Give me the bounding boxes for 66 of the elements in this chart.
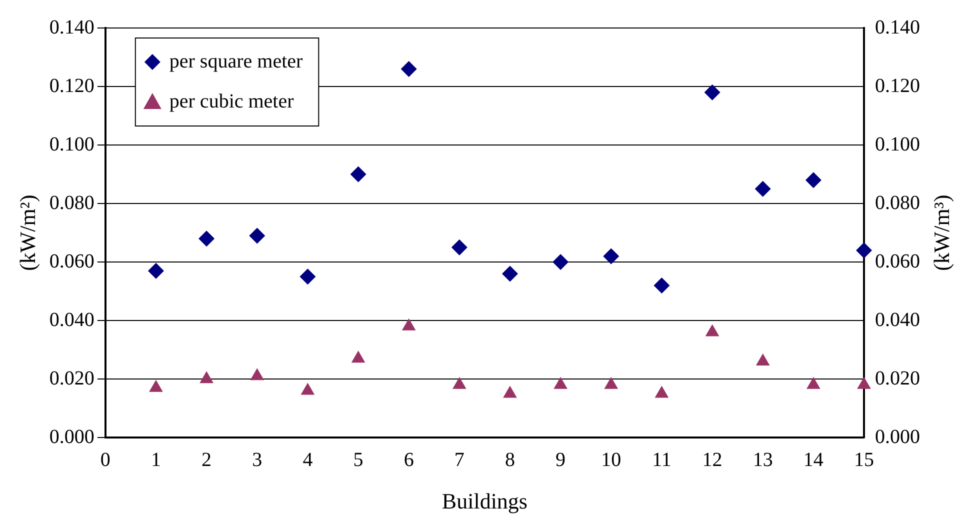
point: [300, 382, 315, 395]
point: [856, 242, 872, 258]
y2-tick-label: 0.100: [875, 133, 920, 156]
y2-axis-title: (kW/m³): [928, 194, 954, 271]
point: [705, 324, 720, 336]
point: [451, 239, 468, 256]
x-tick-label: 12: [702, 448, 722, 471]
x-tick-label: 11: [652, 448, 672, 471]
point: [249, 228, 266, 244]
legend-label: per square meter: [169, 50, 303, 72]
y2-tick-label: 0.060: [875, 250, 920, 272]
y2-tick-label: 0.080: [875, 192, 920, 214]
point: [350, 166, 366, 182]
y-axis-title: (kW/m²): [14, 194, 40, 271]
x-tick-label: 14: [803, 448, 824, 471]
point: [250, 368, 264, 380]
point: [149, 380, 163, 392]
y-tick-label: 0.000: [49, 426, 94, 448]
x-tick-label: 13: [752, 448, 773, 471]
point: [654, 386, 669, 398]
y2-tick-label: 0.020: [875, 367, 920, 390]
y-tick-label: 0.140: [49, 16, 94, 38]
y-tick-label: 0.020: [49, 367, 94, 390]
point: [300, 268, 316, 285]
point: [148, 262, 164, 279]
y2-tick-label: 0.120: [875, 74, 920, 97]
x-tick-label: 5: [353, 448, 364, 471]
x-tick-label: 1: [150, 448, 161, 471]
x-tick-label: 0: [100, 448, 110, 471]
x-tick-label: 4: [302, 448, 313, 471]
y-tick-label: 0.060: [49, 250, 94, 272]
x-tick-label: 7: [454, 448, 464, 471]
point: [806, 376, 820, 389]
point: [452, 376, 466, 389]
point: [552, 254, 569, 270]
point: [604, 376, 618, 389]
y-tick-label: 0.080: [49, 192, 94, 214]
point: [200, 371, 214, 384]
y2-tick-label: 0.140: [875, 16, 920, 38]
x-tick-label: 10: [601, 448, 622, 471]
point: [704, 84, 720, 100]
point: [805, 172, 822, 188]
x-axis-title: Buildings: [442, 488, 528, 514]
point: [654, 277, 670, 294]
point: [603, 248, 620, 264]
x-tick-label: 2: [202, 448, 212, 471]
x-tick-label: 15: [854, 448, 874, 471]
point: [402, 318, 416, 330]
point: [503, 386, 517, 398]
legend-label: per cubic meter: [169, 90, 294, 112]
point: [554, 376, 568, 389]
point: [351, 350, 366, 363]
y-tick-label: 0.100: [49, 133, 94, 156]
point: [857, 376, 871, 389]
point: [756, 354, 770, 366]
x-tick-label: 3: [252, 448, 262, 471]
y-tick-label: 0.120: [49, 74, 94, 97]
point: [502, 266, 518, 282]
y-tick-label: 0.040: [49, 308, 94, 331]
x-tick-label: 8: [504, 448, 515, 471]
point: [198, 230, 215, 247]
x-tick-label: 9: [556, 448, 566, 471]
point: [754, 180, 771, 197]
y2-tick-label: 0.040: [875, 308, 920, 331]
x-tick-label: 6: [404, 448, 414, 471]
y2-tick-label: 0.000: [875, 426, 920, 448]
